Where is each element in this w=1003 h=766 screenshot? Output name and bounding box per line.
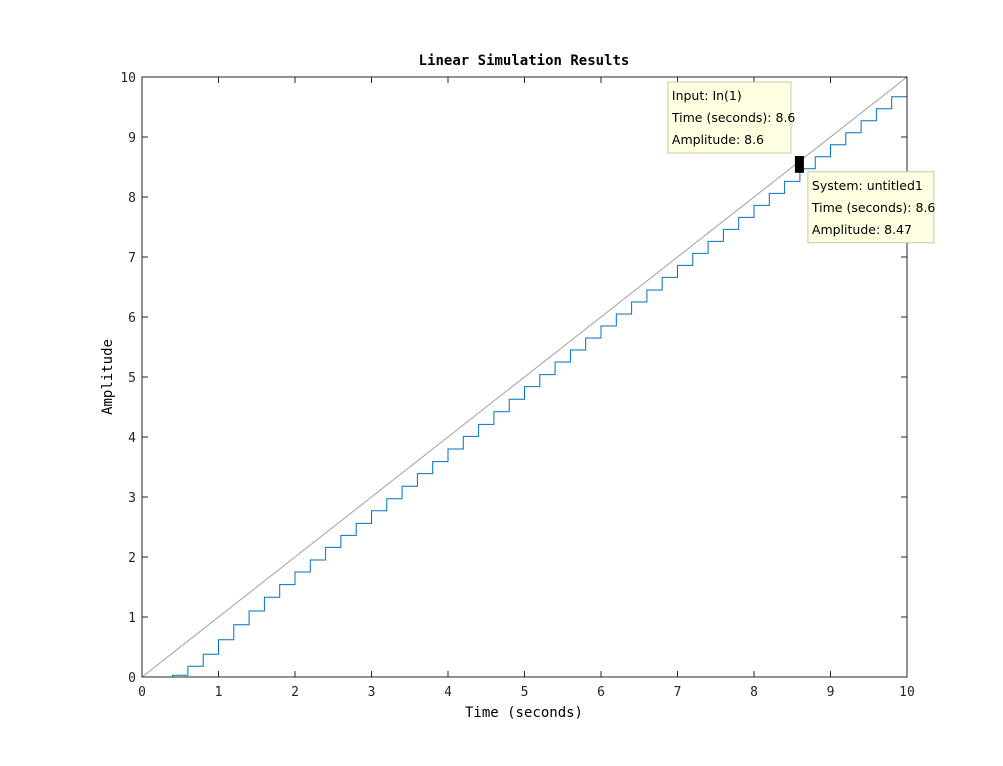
datatip-marker[interactable] — [794, 163, 804, 173]
datatip-text: Input: In(1) — [672, 88, 742, 103]
x-tick-label: 0 — [138, 685, 146, 700]
datatip-text: Time (seconds): 8.6 — [811, 200, 936, 215]
datatip-box — [667, 81, 792, 154]
y-tick-label: 2 — [128, 551, 136, 566]
x-axis-label: Time (seconds) — [465, 705, 583, 721]
y-tick-label: 7 — [128, 251, 136, 266]
x-tick-label: 8 — [750, 685, 758, 700]
x-tick-label: 6 — [597, 685, 605, 700]
y-tick-label: 9 — [128, 131, 136, 146]
x-tick-label: 4 — [444, 685, 452, 700]
y-tick-label: 0 — [128, 671, 136, 686]
datatips-layer: Input: In(1) Time (seconds): 8.6 Amplitude… — [667, 81, 936, 244]
datatip-box — [807, 171, 935, 244]
y-tick-label: 3 — [128, 491, 136, 506]
datatip[interactable]: Input: In(1) Time (seconds): 8.6 Amplitude… — [667, 81, 804, 165]
x-tick-label: 10 — [899, 685, 915, 700]
y-tick-label: 1 — [128, 611, 136, 626]
x-tick-label: 2 — [291, 685, 299, 700]
datatip[interactable]: System: untitled1 Time (seconds): 8.6 Ampl… — [794, 163, 936, 244]
x-tick-label: 3 — [368, 685, 376, 700]
datatip-text: System: untitled1 — [812, 178, 923, 193]
datatip-marker[interactable] — [794, 156, 804, 165]
datatip-text: Amplitude: 8.47 — [812, 222, 912, 237]
y-tick-label: 8 — [128, 191, 136, 206]
output-series-line — [142, 84, 908, 678]
x-tick-label: 7 — [674, 685, 682, 700]
series-layer — [141, 76, 908, 678]
y-tick-label: 6 — [128, 311, 136, 326]
datatip-text: Time (seconds): 8.6 — [671, 110, 796, 125]
y-axis-label: Amplitude — [100, 339, 116, 415]
x-tick-label: 5 — [521, 685, 529, 700]
x-tick-label: 1 — [215, 685, 223, 700]
y-tick-label: 4 — [128, 431, 136, 446]
x-tick-label: 9 — [827, 685, 835, 700]
ticks-layer: 0 1 2 3 4 5 6 7 8 9 10 0 1 2 3 4 5 6 7 8 9 10 — [120, 71, 914, 700]
y-tick-label: 5 — [128, 371, 136, 386]
y-tick-label: 10 — [120, 71, 136, 86]
input-series-line — [141, 76, 908, 678]
chart-title: Linear Simulation Results — [419, 53, 630, 69]
datatip-text: Amplitude: 8.6 — [672, 132, 764, 147]
